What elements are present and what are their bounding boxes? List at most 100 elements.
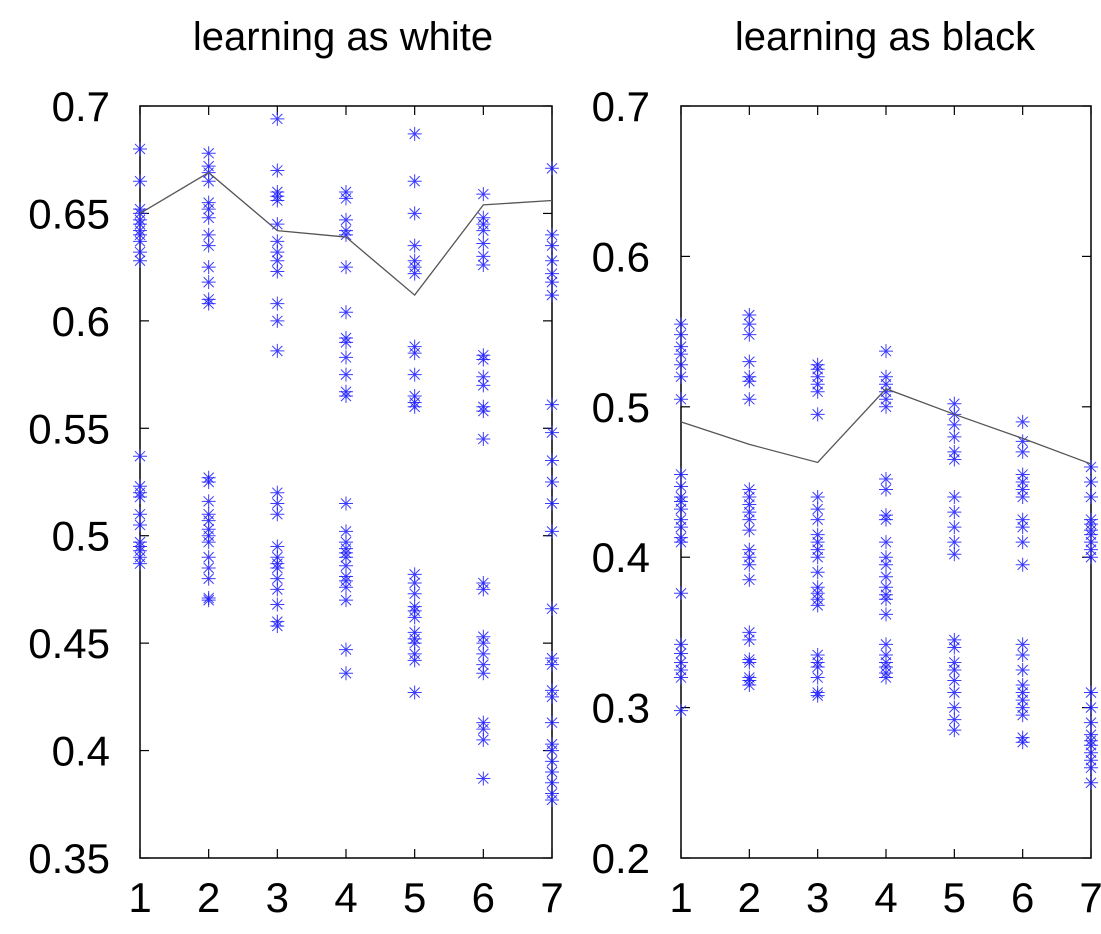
scatter-point xyxy=(476,771,491,786)
scatter-point xyxy=(270,618,285,633)
scatter-point xyxy=(407,653,422,668)
scatter-point xyxy=(339,305,353,320)
x-tick-label: 3 xyxy=(806,874,829,921)
scatter-point xyxy=(545,475,559,489)
scatter-point xyxy=(1015,490,1030,505)
scatter-point xyxy=(545,743,559,758)
scatter-point xyxy=(674,502,688,517)
scatter-point xyxy=(270,296,285,311)
scatter-point xyxy=(1015,444,1030,459)
scatter-point xyxy=(879,482,893,497)
scatter-point xyxy=(742,542,757,557)
scatter-point xyxy=(1084,753,1098,768)
scatter-point xyxy=(674,520,688,535)
scatter-point xyxy=(407,610,422,625)
scatter-point xyxy=(810,670,825,685)
scatter-point xyxy=(133,141,147,156)
scatter-point xyxy=(133,174,147,189)
scatter-point xyxy=(879,592,893,607)
scatter-point xyxy=(407,567,422,582)
scatter-point xyxy=(201,202,216,217)
scatter-point xyxy=(133,490,147,505)
y-tick-label: 0.45 xyxy=(28,620,110,667)
scatter-point xyxy=(1015,637,1030,652)
scatter-point xyxy=(1015,520,1030,535)
scatter-point xyxy=(270,343,285,358)
scatter-point xyxy=(879,569,893,584)
scatter-point xyxy=(1084,715,1098,730)
scatter-point xyxy=(1084,775,1098,790)
scatter-point xyxy=(674,347,688,362)
scatter-point xyxy=(476,432,491,447)
y-tick-label: 0.6 xyxy=(592,233,650,280)
x-tick-label: 4 xyxy=(874,874,897,921)
y-tick-label: 0.3 xyxy=(592,685,650,732)
scatter-point xyxy=(1015,735,1030,750)
x-tick-label: 1 xyxy=(128,874,151,921)
scatter-point xyxy=(339,212,353,227)
series-line xyxy=(139,171,553,297)
scatter-point xyxy=(810,369,825,384)
scatter-point xyxy=(545,792,559,807)
scatter-point xyxy=(545,253,559,268)
scatter-point xyxy=(270,313,285,328)
scatter-point xyxy=(1015,647,1030,662)
scatter-point xyxy=(879,399,893,414)
scatter-point xyxy=(879,647,893,662)
scatter-point xyxy=(545,266,559,281)
scatter-point xyxy=(810,542,825,557)
scatter-point xyxy=(407,586,422,601)
scatter-point xyxy=(201,550,216,565)
scatter-point xyxy=(947,673,962,688)
scatter-point xyxy=(879,580,893,595)
scatter-point xyxy=(133,507,147,522)
x-tick-label: 2 xyxy=(197,874,220,921)
y-tick-label: 0.6 xyxy=(52,298,110,345)
scatter-point xyxy=(201,475,216,489)
scatter-point xyxy=(1015,482,1030,497)
scatter-point xyxy=(879,377,893,392)
scatter-point xyxy=(270,245,285,260)
scatter-point xyxy=(545,765,559,780)
scatter-point xyxy=(742,374,757,389)
scatter-point xyxy=(201,296,216,311)
scatter-point xyxy=(545,689,559,704)
scatter-point xyxy=(339,524,353,539)
scatter-point xyxy=(947,520,962,535)
scatter-point xyxy=(1084,527,1098,542)
y-tick-label: 0.5 xyxy=(52,513,110,560)
scatter-point xyxy=(476,657,491,672)
scatter-point xyxy=(742,523,757,538)
scatter-point xyxy=(201,174,216,189)
scatter-point xyxy=(947,452,962,467)
scatter-point xyxy=(674,327,688,342)
scatter-point xyxy=(476,378,491,393)
scatter-point xyxy=(339,191,353,206)
scatter-point xyxy=(1084,738,1098,753)
scatter-point xyxy=(742,632,757,647)
scatter-point xyxy=(545,715,559,730)
scatter-point xyxy=(476,223,491,238)
scatter-point xyxy=(879,557,893,572)
scatter-point xyxy=(947,396,962,411)
scatter-point xyxy=(810,384,825,399)
scatter-point xyxy=(1015,663,1030,677)
x-tick-label: 2 xyxy=(738,874,761,921)
scatter-point xyxy=(133,556,147,571)
scatter-point xyxy=(545,601,559,616)
scatter-point xyxy=(1084,700,1098,715)
scatter-point xyxy=(270,571,285,586)
scatter-point xyxy=(339,367,353,382)
x-tick-label: 3 xyxy=(266,874,289,921)
scatter-point xyxy=(810,502,825,517)
scatter-point xyxy=(339,227,353,242)
scatter-point xyxy=(742,572,757,587)
scatter-point xyxy=(476,257,491,272)
chart-learning-as-white: learning as white 0.35 0.4 0.45 0.5 0.55 0.6 0.… xyxy=(28,15,563,921)
x-tick-label: 6 xyxy=(1011,874,1034,921)
scatter-point xyxy=(545,775,559,790)
scatter-point xyxy=(1084,459,1098,474)
x-tick-label: 7 xyxy=(540,874,563,921)
scatter-point xyxy=(270,253,285,268)
scatter-point xyxy=(545,161,559,176)
